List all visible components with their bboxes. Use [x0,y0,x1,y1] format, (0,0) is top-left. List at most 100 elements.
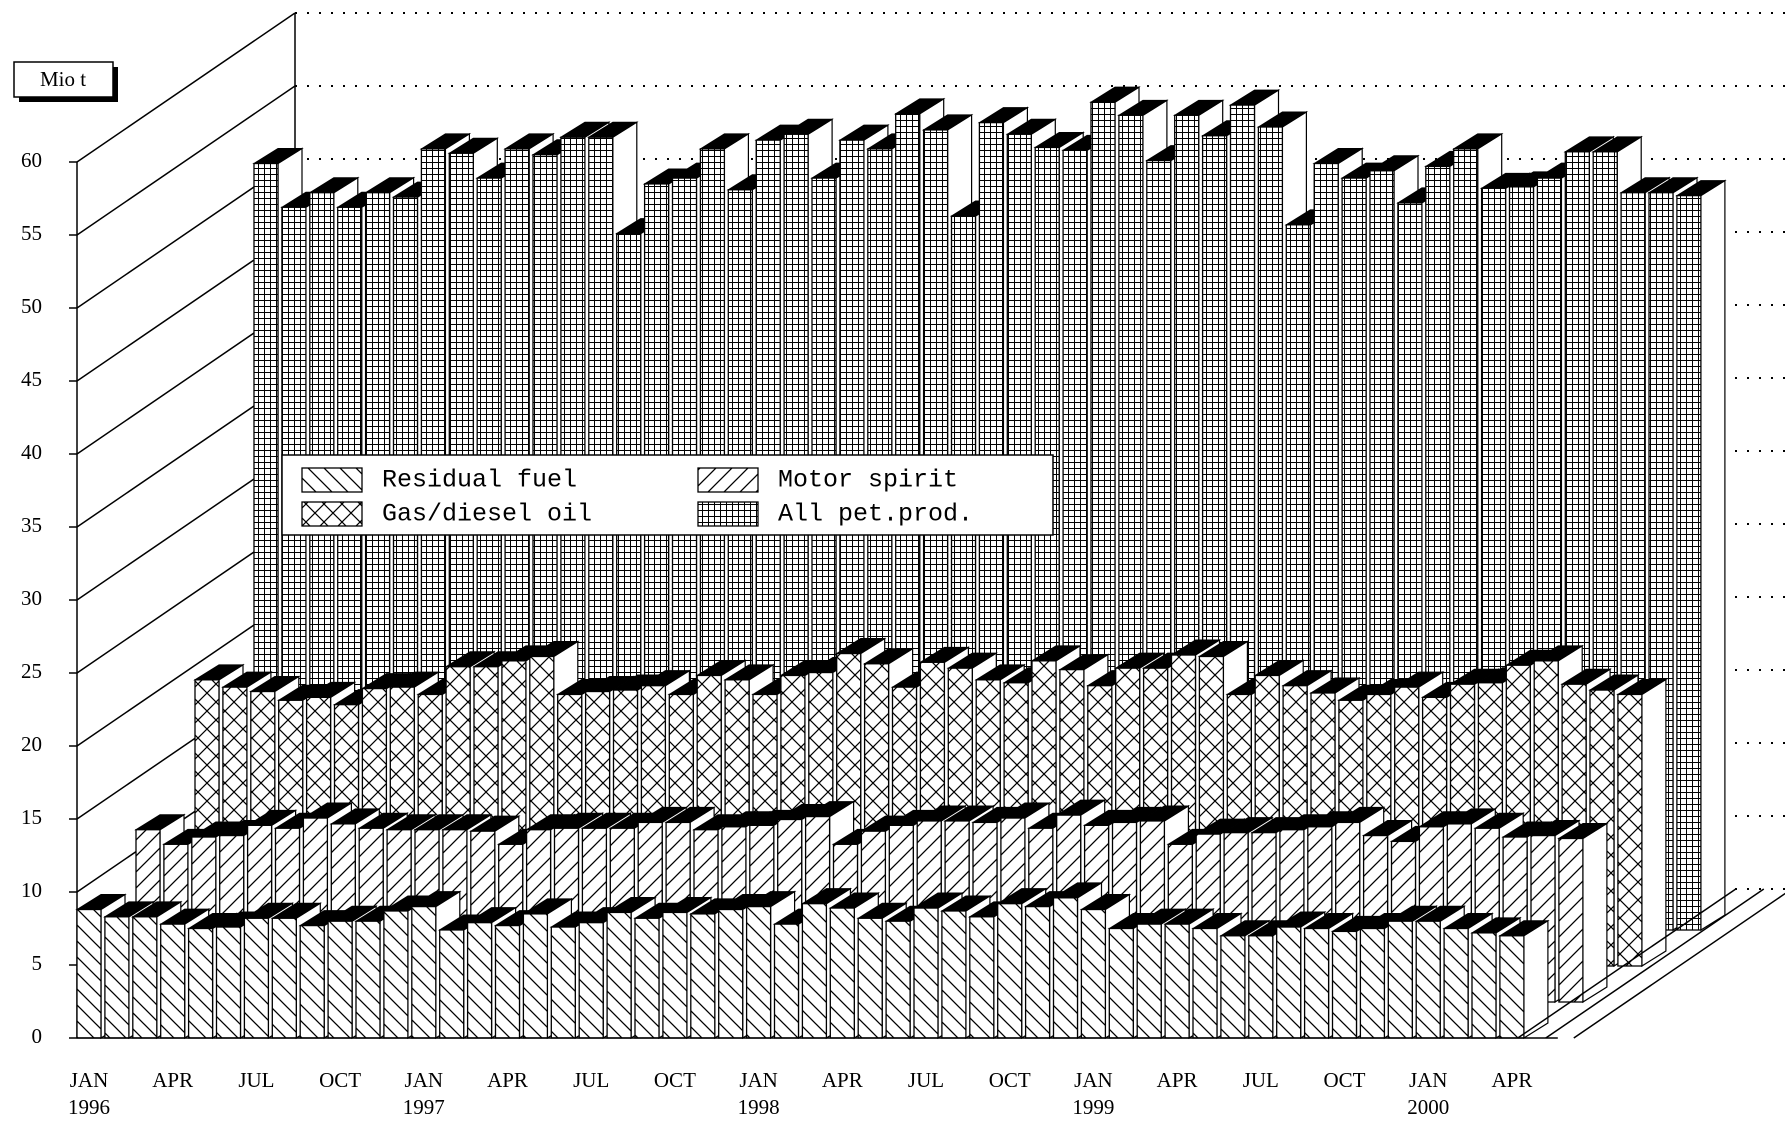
y-tick-label: 15 [21,805,42,829]
bar [411,905,437,1039]
bar [271,917,297,1039]
y-tick-label: 10 [21,878,42,902]
bar [801,903,828,1039]
y-tick-label: 5 [32,951,43,975]
bar [355,920,381,1039]
x-tick-label: OCT [319,1068,361,1092]
x-tick-label: APR [1157,1068,1198,1092]
bar [997,903,1023,1039]
bar [1617,693,1643,967]
bar [745,905,772,1039]
y-tick-label: 45 [21,367,42,391]
bar [522,913,549,1039]
bar [1248,935,1274,1039]
legend-swatch [697,501,759,527]
bar [606,911,632,1039]
bar [1024,905,1051,1039]
bar [1108,927,1134,1039]
bar [829,907,855,1039]
x-tick-label: APR [487,1068,528,1092]
bar [941,910,967,1039]
bar [1499,935,1525,1039]
wall-grid-line [76,85,296,236]
floor-line [1545,888,1765,1039]
bar [1136,923,1162,1039]
bar [1558,837,1584,1003]
bar [885,920,911,1039]
bar [913,907,939,1039]
bar [857,917,883,1039]
series-row [75,881,1550,1040]
bar [1387,920,1413,1039]
bar [1080,908,1107,1039]
x-year-label: 1999 [1072,1095,1114,1119]
legend-swatch [301,501,363,527]
bar-side [1700,179,1726,932]
bar [1676,194,1702,931]
legend-label: Motor spirit [778,466,958,495]
y-tick-label: 20 [21,732,42,756]
legend: Residual fuel Motor spirit Gas/diesel oil A… [281,454,1054,536]
x-tick-label: JAN [70,1068,109,1092]
bar-side [1582,822,1608,1004]
bar [1276,926,1302,1039]
bar [1443,927,1469,1039]
x-tick-label: APR [822,1068,863,1092]
x-year-label: 1998 [738,1095,780,1119]
floor-line [1573,892,1785,1039]
bar [1052,897,1079,1039]
bar [1359,927,1386,1039]
bar [160,923,186,1039]
bar [187,927,214,1039]
floor-line [1517,888,1737,1039]
x-tick-label: JAN [1074,1068,1113,1092]
bar [1471,932,1497,1039]
legend-box [281,454,1054,536]
legend-swatch [301,467,363,493]
y-tick-label: 25 [21,659,42,683]
bar [327,920,353,1039]
bar [494,924,521,1039]
bar [299,924,325,1039]
bar [1164,923,1190,1039]
y-tick-label: 0 [32,1024,43,1048]
bar [690,913,716,1039]
bar [718,908,744,1039]
x-tick-label: JUL [238,1068,274,1092]
bar [1415,920,1441,1039]
y-tick-label: 35 [21,513,42,537]
legend-label: All pet.prod. [778,500,973,529]
axis-label-box: Mio t [13,61,118,102]
x-year-label: 1997 [403,1095,445,1119]
x-tick-label: OCT [654,1068,696,1092]
legend-label: Gas/diesel oil [382,500,592,529]
bar [969,916,995,1039]
x-tick-label: OCT [989,1068,1031,1092]
bar [104,916,130,1039]
y-tick-label: 30 [21,586,42,610]
bar [439,929,465,1039]
bar [466,922,493,1039]
bar [1192,927,1218,1039]
wall-grid-line [76,12,296,163]
x-year-label: 1996 [68,1095,110,1119]
x-tick-label: JAN [1409,1068,1448,1092]
bar [634,917,660,1039]
bar-side [1641,678,1667,968]
bar [550,926,576,1039]
x-tick-label: JAN [405,1068,444,1092]
legend-label: Residual fuel [382,466,577,495]
bar [132,916,158,1039]
legend-swatch [697,467,759,493]
bar [662,911,688,1039]
y-tick-label: 40 [21,440,42,464]
x-tick-label: JUL [908,1068,944,1092]
x-tick-label: APR [152,1068,193,1092]
x-tick-label: JUL [573,1068,609,1092]
bar [578,922,604,1039]
y-tick-label: 55 [21,221,42,245]
x-tick-label: JUL [1243,1068,1279,1092]
bar [215,926,242,1039]
